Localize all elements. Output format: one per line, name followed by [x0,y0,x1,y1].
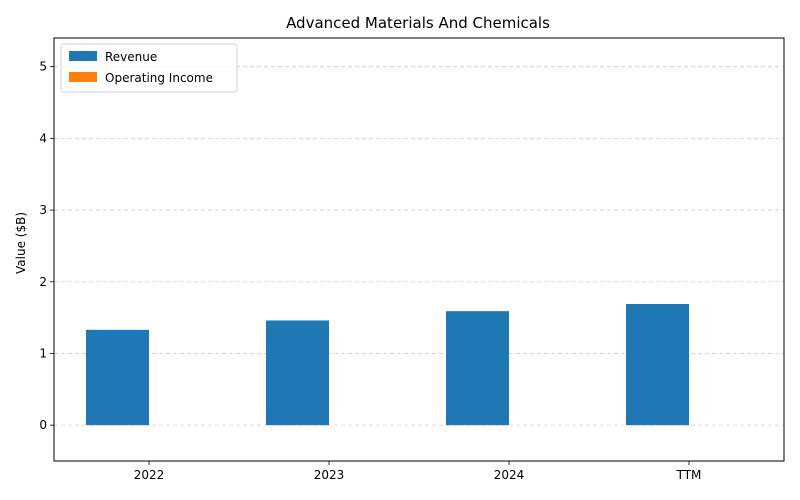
y-tick-label: 0 [39,418,47,432]
y-axis-title: Value ($B) [14,212,28,274]
y-tick-label: 5 [39,60,47,74]
bar-revenue-2024 [446,311,509,426]
y-tick-label: 4 [39,131,47,145]
y-tick-label: 2 [39,275,47,289]
y-tick-label: 1 [39,346,47,360]
legend: Revenue Operating Income [60,43,238,93]
legend-label: Operating Income [105,71,213,85]
axes: 0 1 2 3 4 5 2022 2023 2024 TTM [39,37,785,482]
x-tick-label: 2022 [134,468,165,482]
legend-label: Revenue [105,50,157,64]
bar-revenue-ttm [626,303,689,426]
legend-swatch [69,72,97,82]
legend-swatch [69,51,97,61]
bars [86,303,689,426]
x-tick-label: 2023 [314,468,345,482]
x-tick-label: TTM [676,468,702,482]
plot-frame [53,37,785,462]
x-tick-label: 2024 [494,468,525,482]
y-tick-label: 3 [39,203,47,217]
chart-title: Advanced Materials And Chemicals [286,14,550,32]
bar-revenue-2022 [86,329,149,426]
legend-box [60,43,238,93]
bar-revenue-2023 [266,320,329,426]
